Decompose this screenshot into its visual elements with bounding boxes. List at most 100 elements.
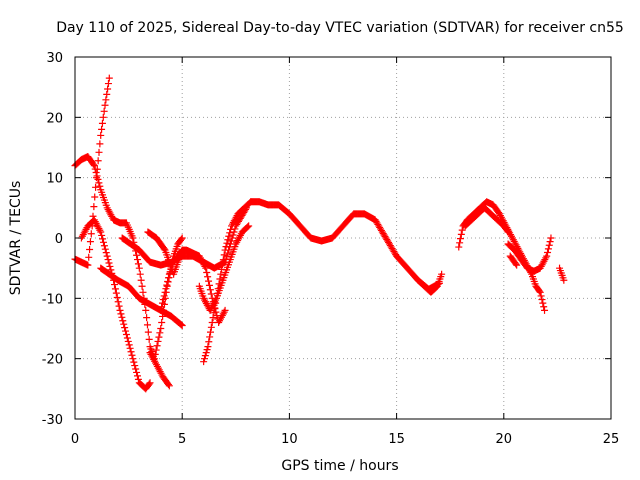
data-point: [164, 277, 172, 285]
data-point: [86, 245, 94, 253]
data-point: [105, 259, 113, 267]
data-point: [102, 96, 110, 104]
x-tick-label: 5: [178, 432, 186, 447]
data-point: [125, 341, 133, 349]
data-point: [178, 321, 186, 329]
data-point: [100, 107, 108, 115]
data-point: [535, 287, 543, 295]
data-point: [86, 238, 94, 246]
series-arc-j: [195, 222, 253, 314]
y-tick-label: 20: [46, 111, 63, 126]
data-point: [94, 175, 102, 183]
data-point: [456, 235, 464, 243]
data-point: [200, 355, 208, 363]
series-arc-n: [461, 204, 512, 236]
data-point: [204, 273, 212, 281]
series-arc-o: [504, 234, 555, 275]
data-point: [115, 302, 123, 310]
data-point: [157, 325, 165, 332]
data-point: [127, 348, 135, 356]
data-point: [160, 292, 168, 300]
data-point: [512, 260, 520, 268]
data-point: [210, 309, 218, 317]
data-point: [540, 303, 548, 311]
data-point: [225, 232, 233, 240]
data-point: [227, 225, 235, 233]
data-point: [220, 308, 228, 316]
data-point: [153, 342, 161, 350]
data-point: [89, 160, 97, 168]
series-arc-c: [71, 74, 113, 269]
data-point: [544, 248, 552, 256]
data-point: [100, 242, 108, 250]
data-point: [122, 327, 130, 335]
data-point: [145, 380, 153, 388]
data-point: [143, 321, 151, 329]
series-arc-q: [556, 264, 568, 284]
data-point: [134, 375, 142, 383]
data-point: [165, 382, 173, 390]
data-point: [457, 230, 465, 238]
data-point: [536, 288, 544, 296]
data-point: [135, 264, 143, 272]
data-point: [97, 228, 105, 236]
data-point: [156, 329, 164, 337]
data-point: [111, 281, 119, 289]
data-point: [158, 303, 166, 311]
data-point: [101, 245, 109, 253]
y-tick-label: -20: [42, 353, 63, 368]
data-point: [98, 231, 106, 239]
data-point: [202, 264, 210, 272]
data-point: [93, 172, 101, 180]
series-arc-p: [506, 252, 521, 269]
data-point: [544, 245, 552, 253]
data-point: [205, 281, 213, 289]
data-point: [104, 80, 112, 88]
y-tick-label: -30: [42, 413, 63, 428]
x-axis-label: GPS time / hours: [281, 458, 398, 474]
data-point: [178, 234, 186, 242]
data-point: [96, 182, 104, 190]
data-point: [224, 236, 232, 244]
data-point: [134, 260, 142, 268]
data-point: [546, 238, 554, 246]
data-point: [97, 131, 105, 139]
data-point: [99, 235, 107, 243]
data-point: [139, 288, 147, 296]
series-arc-k: [247, 198, 443, 293]
data-point: [92, 174, 100, 182]
data-point: [96, 226, 104, 234]
data-point: [130, 358, 138, 366]
data-point: [131, 362, 139, 370]
x-axis-ticks: 0 5 10 15 20 25: [71, 57, 619, 447]
y-tick-label: 10: [46, 172, 63, 187]
y-tick-label: 30: [46, 51, 63, 66]
data-point: [90, 162, 98, 170]
data-point: [205, 277, 213, 285]
data-point: [98, 119, 106, 127]
data-point: [542, 254, 550, 262]
data-point: [133, 368, 141, 376]
data-point: [455, 243, 463, 251]
data-point: [164, 381, 172, 389]
data-point: [121, 324, 129, 332]
data-point: [96, 140, 104, 148]
data-point: [154, 337, 162, 345]
data-point: [114, 298, 122, 306]
x-tick-label: 15: [388, 432, 405, 447]
data-point: [163, 281, 171, 289]
data-point: [122, 331, 130, 339]
y-axis-ticks: -30 -20 -10 0 10 20 30: [42, 51, 611, 428]
data-point: [137, 276, 145, 284]
data-point: [438, 270, 446, 278]
data-point: [111, 285, 119, 293]
data-point: [129, 234, 137, 242]
data-point: [538, 296, 546, 304]
y-axis-label: SDTVAR / TECUs: [8, 181, 24, 296]
data-point: [212, 296, 220, 304]
data-point: [132, 365, 140, 373]
data-point: [120, 320, 128, 328]
data-point: [245, 222, 253, 230]
data-point: [206, 286, 214, 294]
